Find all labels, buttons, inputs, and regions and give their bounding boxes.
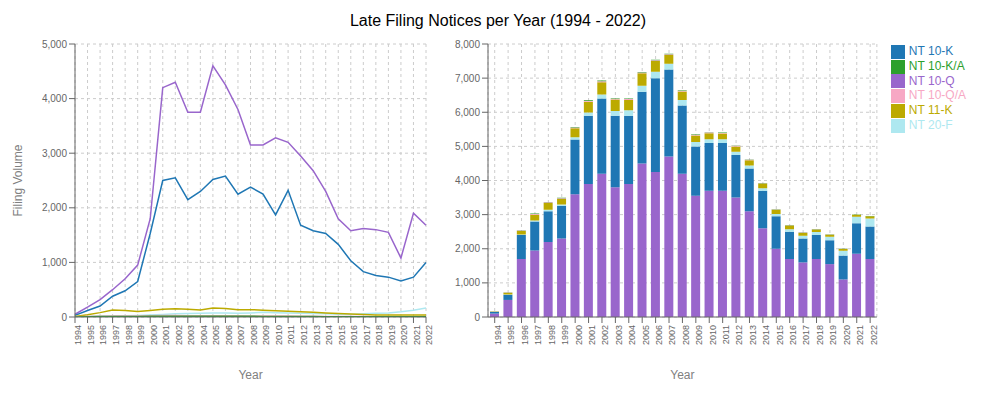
svg-text:2003: 2003 xyxy=(186,325,196,345)
svg-text:2011: 2011 xyxy=(721,325,731,344)
svg-text:1,000: 1,000 xyxy=(455,277,480,288)
svg-text:8,000: 8,000 xyxy=(455,39,480,50)
svg-text:2019: 2019 xyxy=(387,325,397,345)
svg-text:2012: 2012 xyxy=(734,325,744,345)
svg-text:2018: 2018 xyxy=(815,325,825,345)
svg-text:2015: 2015 xyxy=(337,325,347,345)
svg-text:2009: 2009 xyxy=(694,325,704,345)
html-text:NT 10-Q: NT 10-Q xyxy=(908,73,955,88)
svg-text:Year: Year xyxy=(670,368,694,382)
svg-text:2006: 2006 xyxy=(654,325,664,345)
svg-text:2013: 2013 xyxy=(312,325,322,345)
html-text:NT 11-K: NT 11-K xyxy=(908,103,953,118)
svg-text:1,000: 1,000 xyxy=(42,257,67,268)
svg-text:1997: 1997 xyxy=(533,325,543,345)
svg-text:1997: 1997 xyxy=(111,325,121,345)
svg-text:2008: 2008 xyxy=(681,325,691,345)
svg-text:2014: 2014 xyxy=(324,325,334,345)
svg-text:1998: 1998 xyxy=(547,325,557,345)
svg-text:2000: 2000 xyxy=(149,325,159,345)
svg-text:1994: 1994 xyxy=(493,325,503,345)
svg-text:2019: 2019 xyxy=(828,325,838,345)
svg-text:5,000: 5,000 xyxy=(455,141,480,152)
svg-text:2005: 2005 xyxy=(211,325,221,345)
svg-text:2001: 2001 xyxy=(161,325,171,345)
html-text:NT 10-K/A: NT 10-K/A xyxy=(908,58,965,73)
svg-text:2004: 2004 xyxy=(627,325,637,345)
svg-text:1995: 1995 xyxy=(86,325,96,345)
svg-text:2001: 2001 xyxy=(587,325,597,345)
svg-text:7,000: 7,000 xyxy=(455,73,480,84)
svg-text:1996: 1996 xyxy=(520,325,530,345)
svg-text:2016: 2016 xyxy=(349,325,359,345)
svg-text:2,000: 2,000 xyxy=(42,202,67,213)
svg-text:2004: 2004 xyxy=(199,325,209,345)
svg-text:2021: 2021 xyxy=(412,325,422,345)
svg-text:2006: 2006 xyxy=(224,325,234,345)
svg-text:2011: 2011 xyxy=(286,325,296,344)
svg-text:2020: 2020 xyxy=(842,325,852,345)
svg-text:6,000: 6,000 xyxy=(455,107,480,118)
svg-text:2008: 2008 xyxy=(249,325,259,345)
svg-text:2020: 2020 xyxy=(399,325,409,345)
svg-text:2021: 2021 xyxy=(855,325,865,345)
svg-text:3,000: 3,000 xyxy=(42,148,67,159)
svg-text:Filing Volume: Filing Volume xyxy=(11,144,25,216)
svg-text:5,000: 5,000 xyxy=(42,39,67,50)
svg-text:2017: 2017 xyxy=(362,325,372,345)
svg-text:1998: 1998 xyxy=(124,325,134,345)
svg-text:2005: 2005 xyxy=(641,325,651,345)
svg-text:1999: 1999 xyxy=(560,325,570,345)
svg-text:2015: 2015 xyxy=(775,325,785,345)
svg-text:2010: 2010 xyxy=(274,325,284,345)
svg-text:2,000: 2,000 xyxy=(455,243,480,254)
svg-text:2013: 2013 xyxy=(748,325,758,345)
svg-text:2007: 2007 xyxy=(667,325,677,345)
svg-text:3,000: 3,000 xyxy=(455,209,480,220)
svg-text:1995: 1995 xyxy=(507,325,517,345)
svg-text:4,000: 4,000 xyxy=(42,93,67,104)
html-text:NT 10-Q/A: NT 10-Q/A xyxy=(908,88,966,103)
svg-text:4,000: 4,000 xyxy=(455,175,480,186)
svg-text:2002: 2002 xyxy=(600,325,610,345)
svg-text:0: 0 xyxy=(61,312,67,323)
svg-text:2016: 2016 xyxy=(788,325,798,345)
html-text:Late Filing Notices per Year (: Late Filing Notices per Year (1994 - 202… xyxy=(349,12,647,29)
svg-text:1996: 1996 xyxy=(98,325,108,345)
svg-text:1994: 1994 xyxy=(73,325,83,345)
svg-text:Year: Year xyxy=(238,368,262,382)
svg-text:2007: 2007 xyxy=(236,325,246,345)
svg-text:1999: 1999 xyxy=(136,325,146,345)
svg-text:2018: 2018 xyxy=(374,325,384,345)
svg-text:2003: 2003 xyxy=(614,325,624,345)
svg-text:2009: 2009 xyxy=(261,325,271,345)
svg-text:2017: 2017 xyxy=(802,325,812,345)
svg-text:2002: 2002 xyxy=(174,325,184,345)
html-text:NT 10-K: NT 10-K xyxy=(908,44,954,58)
svg-text:2014: 2014 xyxy=(761,325,771,345)
svg-text:2010: 2010 xyxy=(708,325,718,345)
svg-text:2022: 2022 xyxy=(424,325,434,345)
html-text:NT 20-F: NT 20-F xyxy=(908,118,953,133)
svg-text:0: 0 xyxy=(474,312,480,323)
svg-text:2012: 2012 xyxy=(299,325,309,345)
svg-text:2022: 2022 xyxy=(869,325,879,345)
svg-text:2000: 2000 xyxy=(574,325,584,345)
